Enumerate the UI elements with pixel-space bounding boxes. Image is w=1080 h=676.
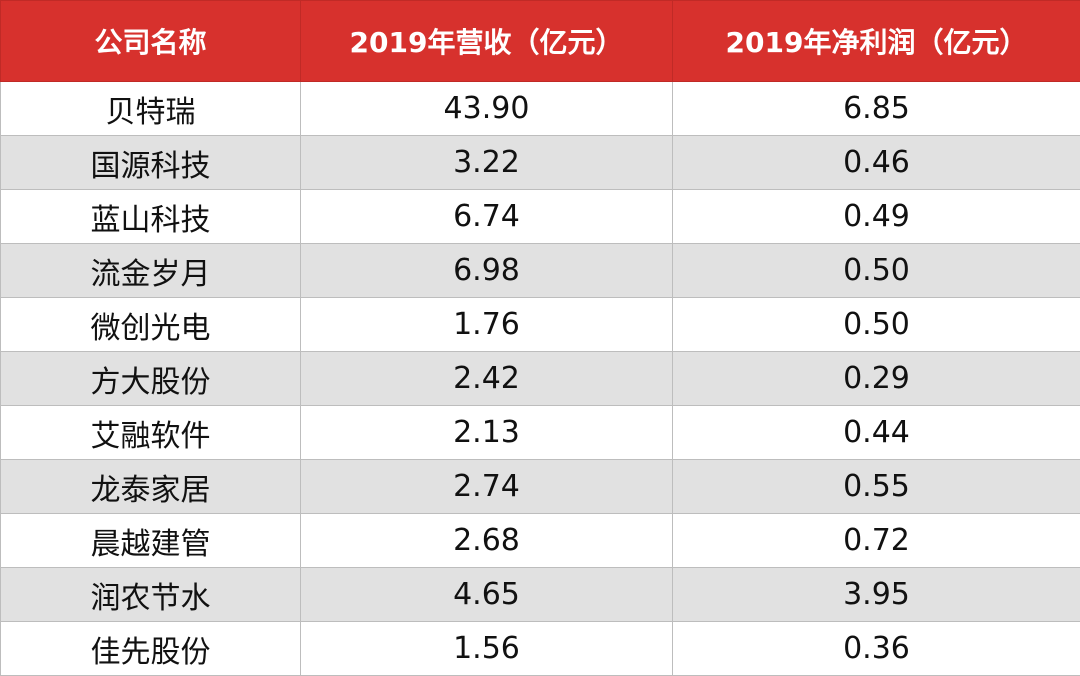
table-cell: 国源科技: [0, 135, 301, 190]
table-cell: 6.98: [300, 243, 673, 298]
table-row: 微创光电 1.76 0.50: [0, 297, 1080, 352]
header-row: 公司名称 2019年营收（亿元） 2019年净利润（亿元）: [0, 0, 1080, 82]
table-cell: 1.76: [300, 297, 673, 352]
table-row: 国源科技 3.22 0.46: [0, 135, 1080, 190]
table-cell: 0.29: [672, 351, 1080, 406]
table-cell: 0.50: [672, 243, 1080, 298]
table-row: 蓝山科技 6.74 0.49: [0, 189, 1080, 244]
table-cell: 2.74: [300, 459, 673, 514]
table-cell: 0.72: [672, 513, 1080, 568]
table-row: 龙泰家居 2.74 0.55: [0, 459, 1080, 514]
table-cell: 0.50: [672, 297, 1080, 352]
table-cell: 艾融软件: [0, 405, 301, 460]
table-row: 晨越建管 2.68 0.72: [0, 513, 1080, 568]
table-cell: 方大股份: [0, 351, 301, 406]
table-cell: 龙泰家居: [0, 459, 301, 514]
table-cell: 43.90: [300, 81, 673, 136]
header-cell: 公司名称: [0, 0, 301, 82]
table-cell: 0.46: [672, 135, 1080, 190]
header-cell: 2019年营收（亿元）: [300, 0, 673, 82]
table-cell: 2.42: [300, 351, 673, 406]
table-cell: 3.22: [300, 135, 673, 190]
table-row: 方大股份 2.42 0.29: [0, 351, 1080, 406]
table-row: 流金岁月 6.98 0.50: [0, 243, 1080, 298]
header-cell: 2019年净利润（亿元）: [672, 0, 1080, 82]
table-cell: 3.95: [672, 567, 1080, 622]
table-cell: 晨越建管: [0, 513, 301, 568]
table-cell: 蓝山科技: [0, 189, 301, 244]
table-cell: 2.68: [300, 513, 673, 568]
table-cell: 1.56: [300, 621, 673, 676]
table-cell: 佳先股份: [0, 621, 301, 676]
table-cell: 0.49: [672, 189, 1080, 244]
table-row: 润农节水 4.65 3.95: [0, 567, 1080, 622]
table-cell: 0.55: [672, 459, 1080, 514]
table-cell: 4.65: [300, 567, 673, 622]
table-cell: 0.44: [672, 405, 1080, 460]
table-cell: 微创光电: [0, 297, 301, 352]
table-cell: 6.74: [300, 189, 673, 244]
table-body: 贝特瑞 43.90 6.85 国源科技 3.22 0.46 蓝山科技 6.74 0.49 流金岁月…: [0, 81, 1080, 676]
table-cell: 2.13: [300, 405, 673, 460]
table-row: 佳先股份 1.56 0.36: [0, 621, 1080, 676]
table-row: 贝特瑞 43.90 6.85: [0, 81, 1080, 136]
table-row: 艾融软件 2.13 0.44: [0, 405, 1080, 460]
table-cell: 贝特瑞: [0, 81, 301, 136]
table-cell: 流金岁月: [0, 243, 301, 298]
table-cell: 6.85: [672, 81, 1080, 136]
table-cell: 0.36: [672, 621, 1080, 676]
table-cell: 润农节水: [0, 567, 301, 622]
